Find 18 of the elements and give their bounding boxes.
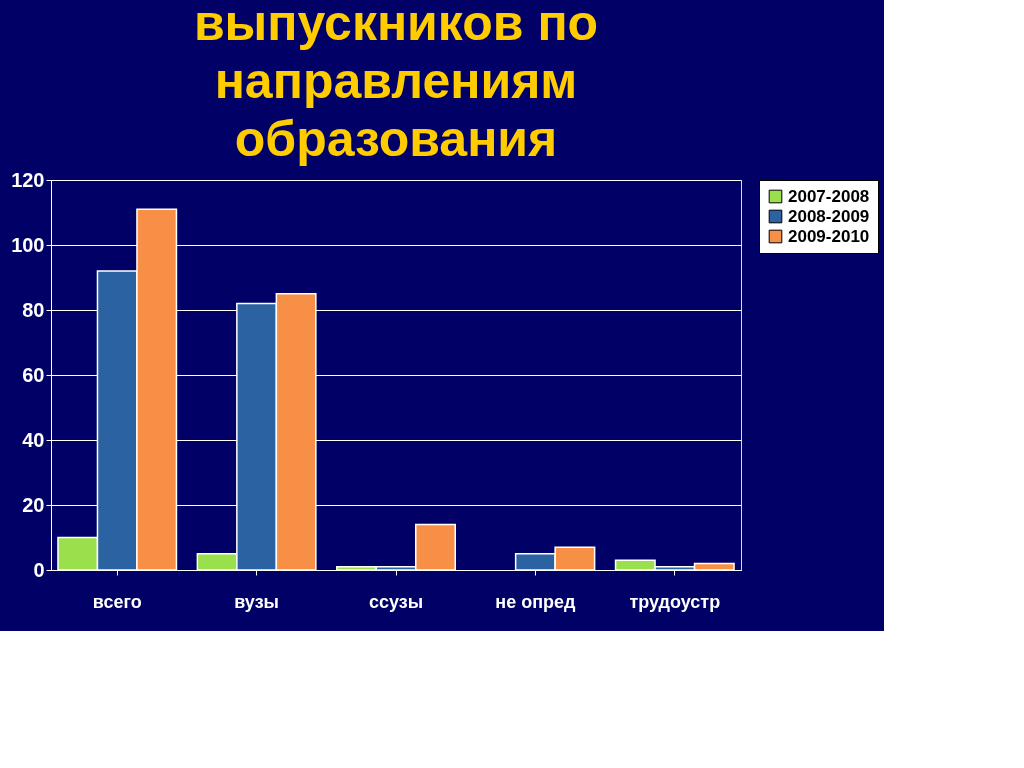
y-tick-label: 100	[11, 233, 45, 256]
text: образования	[234, 111, 558, 167]
y-tick-label: 80	[22, 298, 45, 321]
x-tick-label: вузы	[234, 591, 279, 612]
y-tick-label: 120	[11, 168, 45, 191]
y-tick-label: 0	[33, 558, 45, 581]
y-tick-label: 60	[22, 363, 45, 386]
legend-label: 2009-2010	[788, 226, 870, 246]
x-tick-label: всего	[92, 591, 142, 612]
text: выпускников по	[193, 0, 599, 51]
y-tick-label: 20	[22, 493, 45, 516]
x-tick-label: трудоустр	[629, 591, 721, 612]
legend-label: 2008-2009	[788, 206, 870, 226]
y-tick-label: 40	[22, 428, 45, 451]
text: направлениям	[214, 53, 578, 109]
legend-label: 2007-2008	[788, 186, 870, 206]
x-tick-label: не опред	[495, 591, 577, 612]
x-tick-label: ссузы	[368, 591, 424, 612]
